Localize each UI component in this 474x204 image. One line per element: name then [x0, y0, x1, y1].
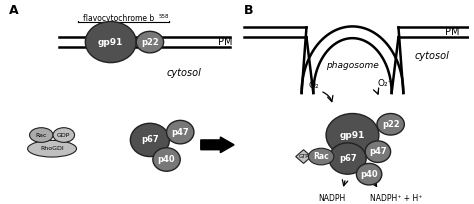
Ellipse shape: [365, 141, 391, 162]
Text: p22: p22: [382, 120, 400, 129]
Ellipse shape: [356, 163, 382, 185]
Ellipse shape: [29, 128, 53, 142]
Text: NADPH⁺ + H⁺: NADPH⁺ + H⁺: [370, 194, 423, 203]
Text: B: B: [244, 4, 253, 17]
FancyArrow shape: [201, 137, 234, 153]
Text: O₂: O₂: [309, 81, 319, 90]
Text: GDP: GDP: [57, 133, 71, 137]
Text: cytosol: cytosol: [414, 51, 449, 61]
Text: p40: p40: [360, 170, 378, 179]
Ellipse shape: [166, 120, 194, 144]
Ellipse shape: [85, 22, 136, 63]
Ellipse shape: [377, 113, 404, 135]
Text: cytosol: cytosol: [166, 69, 201, 79]
Ellipse shape: [136, 31, 164, 53]
Text: p40: p40: [158, 155, 175, 164]
Text: GTP: GTP: [298, 154, 309, 159]
Text: NADPH: NADPH: [319, 194, 346, 203]
Text: p22: p22: [141, 38, 159, 47]
Ellipse shape: [326, 113, 379, 156]
Text: p47: p47: [172, 128, 189, 137]
Text: 558: 558: [159, 14, 169, 19]
Text: A: A: [9, 4, 18, 17]
Text: flavocytochrome b: flavocytochrome b: [83, 14, 155, 23]
Ellipse shape: [53, 128, 74, 142]
Ellipse shape: [329, 143, 366, 174]
Text: p47: p47: [369, 147, 387, 156]
Text: RhoGDI: RhoGDI: [40, 146, 64, 151]
Ellipse shape: [27, 140, 76, 157]
Ellipse shape: [309, 148, 334, 165]
Text: p67: p67: [141, 135, 159, 144]
Text: Rac: Rac: [36, 133, 47, 137]
Text: PM: PM: [446, 27, 460, 37]
Text: phagosome: phagosome: [326, 61, 379, 70]
Text: O₂⁻: O₂⁻: [377, 79, 392, 88]
Ellipse shape: [153, 148, 180, 171]
Text: p67: p67: [339, 154, 356, 163]
Text: gp91: gp91: [98, 38, 123, 47]
Ellipse shape: [130, 123, 170, 156]
Text: Rac: Rac: [313, 152, 329, 161]
Text: gp91: gp91: [340, 131, 365, 140]
Polygon shape: [296, 150, 311, 163]
Text: PM: PM: [219, 37, 233, 47]
